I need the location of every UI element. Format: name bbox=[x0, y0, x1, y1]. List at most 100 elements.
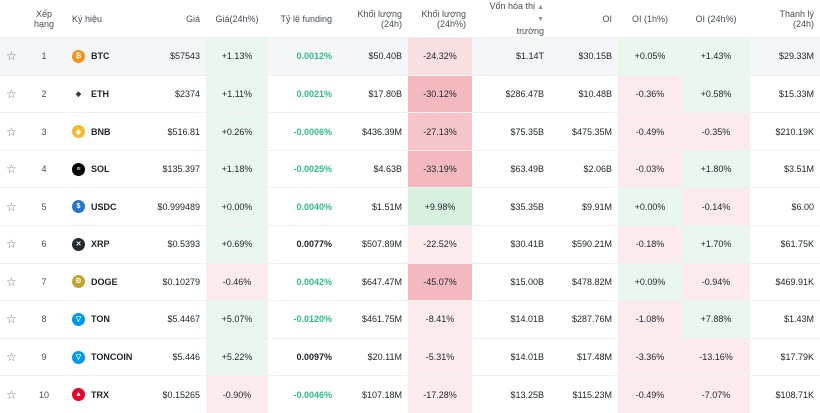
rank-cell: 10 bbox=[22, 375, 66, 413]
header-oi-24h[interactable]: OI (24h%) bbox=[682, 0, 750, 38]
price-change-cell: -0.90% bbox=[206, 375, 268, 413]
oi-cell: $10.48B bbox=[550, 74, 618, 113]
oi-24h-cell: +1.43% bbox=[682, 37, 750, 76]
liquidation-cell: $1.43M bbox=[750, 300, 820, 339]
price-change-cell: +5.07% bbox=[206, 300, 268, 339]
symbol-cell[interactable]: ✕ XRP bbox=[66, 224, 142, 264]
funding-cell: 0.0040% bbox=[268, 187, 338, 226]
price-cell: $0.10279 bbox=[142, 262, 206, 301]
btc-icon: ₿ bbox=[72, 49, 85, 63]
volume-cell: $647.47M bbox=[338, 262, 408, 301]
table-row[interactable]: ☆ 9 ▽ TONCOIN $5.446 +5.22% 0.0097% $20.11M -5.3… bbox=[0, 337, 820, 376]
market-cap-cell: $14.01B bbox=[472, 300, 550, 339]
symbol-cell[interactable]: ≡ SOL bbox=[66, 149, 142, 188]
volume-change-cell: -22.52% bbox=[408, 224, 472, 264]
symbol-cell[interactable]: Ð DOGE bbox=[66, 262, 142, 301]
market-cap-cell: $286.47B bbox=[472, 74, 550, 113]
oi-1h-cell: -0.49% bbox=[618, 112, 682, 151]
favorite-star-icon[interactable]: ☆ bbox=[0, 187, 22, 226]
price-change-cell: +1.18% bbox=[206, 149, 268, 188]
header-market-cap[interactable]: Vốn hóa thị ▲ ▼ trường bbox=[472, 0, 550, 38]
table-row[interactable]: ☆ 10 ▲ TRX $0.15265 -0.90% -0.0046% $107.18M -17… bbox=[0, 375, 820, 413]
volume-cell: $436.39M bbox=[338, 112, 408, 151]
symbol-label: SOL bbox=[91, 164, 110, 175]
header-star bbox=[0, 0, 22, 38]
symbol-label: TON bbox=[91, 314, 110, 325]
header-oi[interactable]: OI bbox=[550, 0, 618, 38]
liquidation-cell: $61.75K bbox=[750, 224, 820, 264]
oi-cell: $30.15B bbox=[550, 37, 618, 76]
favorite-star-icon[interactable]: ☆ bbox=[0, 300, 22, 339]
symbol-label: TRX bbox=[91, 389, 109, 400]
header-symbol[interactable]: Ký hiệu bbox=[66, 0, 142, 38]
header-price-change[interactable]: Giá(24h%) bbox=[206, 0, 268, 38]
oi-24h-cell: +7.88% bbox=[682, 300, 750, 339]
table-row[interactable]: ☆ 4 ≡ SOL $135.397 +1.18% -0.0025% $4.63B -33.19… bbox=[0, 149, 820, 188]
volume-cell: $107.18M bbox=[338, 375, 408, 413]
usdc-icon: $ bbox=[72, 200, 85, 214]
table-row[interactable]: ☆ 3 ◈ BNB $516.81 +0.26% -0.0006% $436.39M -27.1… bbox=[0, 112, 820, 151]
liquidation-cell: $210.19K bbox=[750, 112, 820, 151]
favorite-star-icon[interactable]: ☆ bbox=[0, 375, 22, 413]
oi-24h-cell: +1.70% bbox=[682, 224, 750, 264]
symbol-cell[interactable]: ▲ TRX bbox=[66, 375, 142, 413]
oi-cell: $9.91M bbox=[550, 187, 618, 226]
symbol-cell[interactable]: ▽ TON bbox=[66, 300, 142, 339]
favorite-star-icon[interactable]: ☆ bbox=[0, 112, 22, 151]
xrp-icon: ✕ bbox=[72, 237, 85, 251]
header-rank[interactable]: Xếp hạng bbox=[22, 0, 66, 38]
symbol-cell[interactable]: ▽ TONCOIN bbox=[66, 337, 142, 376]
favorite-star-icon[interactable]: ☆ bbox=[0, 37, 22, 76]
rank-cell: 1 bbox=[22, 37, 66, 76]
header-oi-1h[interactable]: OI (1h%) bbox=[618, 0, 682, 38]
header-price[interactable]: Giá bbox=[142, 0, 206, 38]
volume-change-cell: -45.07% bbox=[408, 262, 472, 301]
favorite-star-icon[interactable]: ☆ bbox=[0, 224, 22, 264]
volume-cell: $507.89M bbox=[338, 224, 408, 264]
market-cap-cell: $63.49B bbox=[472, 149, 550, 188]
oi-1h-cell: +0.00% bbox=[618, 187, 682, 226]
table-body: ☆ 1 ₿ BTC $57543 +1.13% 0.0012% $50.40B -24.32% $… bbox=[0, 37, 820, 413]
table-row[interactable]: ☆ 6 ✕ XRP $0.5393 +0.69% 0.0077% $507.89M -22.52… bbox=[0, 224, 820, 264]
table-row[interactable]: ☆ 2 ◆ ETH $2374 +1.11% 0.0021% $17.80B -30.12% $2… bbox=[0, 74, 820, 113]
table-row[interactable]: ☆ 5 $ USDC $0.999489 +0.00% 0.0040% $1.51M +9.98… bbox=[0, 187, 820, 226]
oi-24h-cell: -0.94% bbox=[682, 262, 750, 301]
funding-cell: 0.0021% bbox=[268, 74, 338, 113]
favorite-star-icon[interactable]: ☆ bbox=[0, 262, 22, 301]
oi-cell: $590.21M bbox=[550, 224, 618, 264]
symbol-cell[interactable]: ◈ BNB bbox=[66, 112, 142, 151]
header-market-cap-line1: Vốn hóa thị bbox=[489, 1, 536, 11]
symbol-label: XRP bbox=[91, 239, 110, 250]
price-cell: $5.4467 bbox=[142, 300, 206, 339]
oi-1h-cell: -0.03% bbox=[618, 149, 682, 188]
symbol-cell[interactable]: ₿ BTC bbox=[66, 37, 142, 76]
volume-cell: $461.75M bbox=[338, 300, 408, 339]
symbol-cell[interactable]: $ USDC bbox=[66, 187, 142, 226]
header-volume[interactable]: Khối lượng (24h) bbox=[338, 0, 408, 38]
header-volume-change[interactable]: Khối lượng (24h%) bbox=[408, 0, 472, 38]
price-cell: $0.5393 bbox=[142, 224, 206, 264]
favorite-star-icon[interactable]: ☆ bbox=[0, 149, 22, 188]
table-row[interactable]: ☆ 7 Ð DOGE $0.10279 -0.46% 0.0042% $647.47M -45.… bbox=[0, 262, 820, 301]
market-cap-cell: $75.35B bbox=[472, 112, 550, 151]
trx-icon: ▲ bbox=[72, 388, 85, 402]
price-cell: $2374 bbox=[142, 74, 206, 113]
table-row[interactable]: ☆ 1 ₿ BTC $57543 +1.13% 0.0012% $50.40B -24.32% $… bbox=[0, 37, 820, 76]
oi-24h-cell: -13.16% bbox=[682, 337, 750, 376]
sort-icon[interactable]: ▲ ▼ bbox=[537, 4, 544, 24]
oi-1h-cell: -0.36% bbox=[618, 74, 682, 113]
symbol-cell[interactable]: ◆ ETH bbox=[66, 74, 142, 113]
bnb-icon: ◈ bbox=[72, 125, 85, 138]
favorite-star-icon[interactable]: ☆ bbox=[0, 74, 22, 113]
funding-cell: 0.0042% bbox=[268, 262, 338, 301]
oi-24h-cell: -0.35% bbox=[682, 112, 750, 151]
header-liquidation[interactable]: Thanh lý (24h) bbox=[750, 0, 820, 38]
volume-change-cell: -27.13% bbox=[408, 112, 472, 151]
oi-24h-cell: +1.80% bbox=[682, 149, 750, 188]
favorite-star-icon[interactable]: ☆ bbox=[0, 337, 22, 376]
header-funding[interactable]: Tỷ lệ funding bbox=[268, 0, 338, 38]
table-row[interactable]: ☆ 8 ▽ TON $5.4467 +5.07% -0.0120% $461.75M -8.41… bbox=[0, 300, 820, 339]
liquidation-cell: $6.00 bbox=[750, 187, 820, 226]
funding-cell: -0.0025% bbox=[268, 149, 338, 188]
oi-24h-cell: +0.58% bbox=[682, 74, 750, 113]
